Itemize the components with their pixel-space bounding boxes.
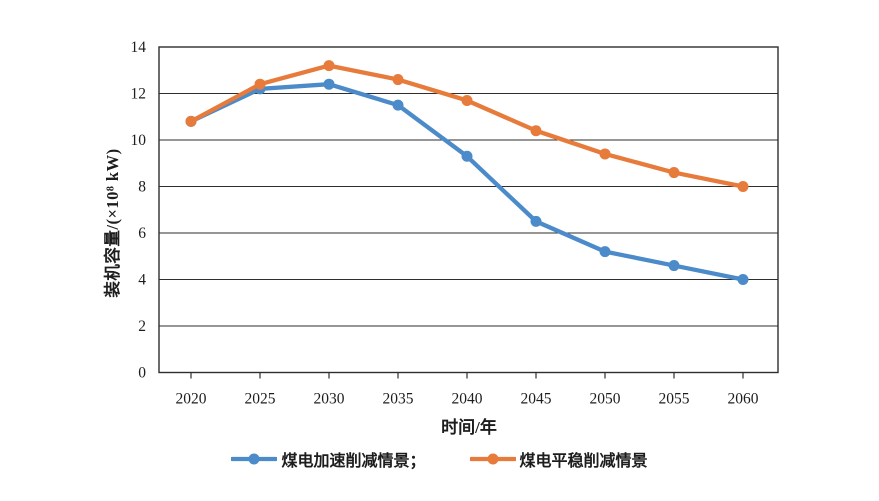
series-line xyxy=(188,82,746,282)
data-point-marker xyxy=(599,246,611,258)
data-point-marker xyxy=(461,94,473,106)
legend-label-accelerated: 煤电加速削减情景； xyxy=(281,453,426,470)
legend: 煤电加速削减情景； 煤电平稳削减情景 xyxy=(0,447,879,471)
x-axis-title: 时间/年 xyxy=(441,418,497,437)
x-tick-label: 2055 xyxy=(659,391,690,408)
data-point-marker xyxy=(323,60,335,72)
legend-marker-accelerated-icon xyxy=(231,453,278,465)
data-point-marker xyxy=(668,167,680,179)
legend-marker-steady-icon xyxy=(469,453,516,465)
plot-border xyxy=(158,46,779,374)
legend-item-steady: 煤电平稳削减情景 xyxy=(469,447,648,471)
x-tick-label: 2030 xyxy=(314,391,345,408)
data-point-marker xyxy=(392,74,404,86)
data-point-marker xyxy=(737,181,749,192)
y-tick-label: 0 xyxy=(138,365,146,382)
data-point-marker xyxy=(668,260,680,272)
x-tick-label: 2040 xyxy=(452,391,483,408)
data-point-marker xyxy=(185,115,197,127)
y-tick-label: 2 xyxy=(138,318,146,335)
data-point-marker xyxy=(530,215,542,227)
y-tick-label: 14 xyxy=(131,39,147,56)
x-axis-ticks xyxy=(190,372,744,379)
x-tick-label: 2020 xyxy=(176,391,207,408)
x-tick-label: 2060 xyxy=(728,391,759,408)
y-tick-label: 12 xyxy=(131,86,147,103)
y-tick-label: 8 xyxy=(138,179,146,196)
x-tick-label: 2050 xyxy=(590,391,621,408)
legend-label-steady: 煤电平稳削减情景 xyxy=(519,453,648,470)
data-point-marker xyxy=(599,148,611,160)
data-point-marker xyxy=(530,125,542,137)
series-accelerated xyxy=(185,78,749,285)
x-tick-label: 2035 xyxy=(383,391,414,408)
y-tick-label: 10 xyxy=(131,132,147,149)
series-steady xyxy=(185,60,749,192)
series-line xyxy=(188,63,746,189)
y-tick-label: 6 xyxy=(138,225,146,242)
data-point-marker xyxy=(323,78,335,90)
data-point-marker xyxy=(392,99,404,111)
gridlines xyxy=(159,93,778,327)
legend-item-accelerated: 煤电加速削减情景； xyxy=(231,447,426,471)
data-point-marker xyxy=(461,150,473,162)
data-point-marker xyxy=(737,274,749,285)
x-tick-label: 2045 xyxy=(521,391,552,408)
x-tick-label: 2025 xyxy=(245,391,276,408)
y-tick-label: 4 xyxy=(138,272,146,289)
data-point-marker xyxy=(254,78,266,90)
y-axis-title: 装机容量/(×10⁸ kW) xyxy=(103,148,122,298)
